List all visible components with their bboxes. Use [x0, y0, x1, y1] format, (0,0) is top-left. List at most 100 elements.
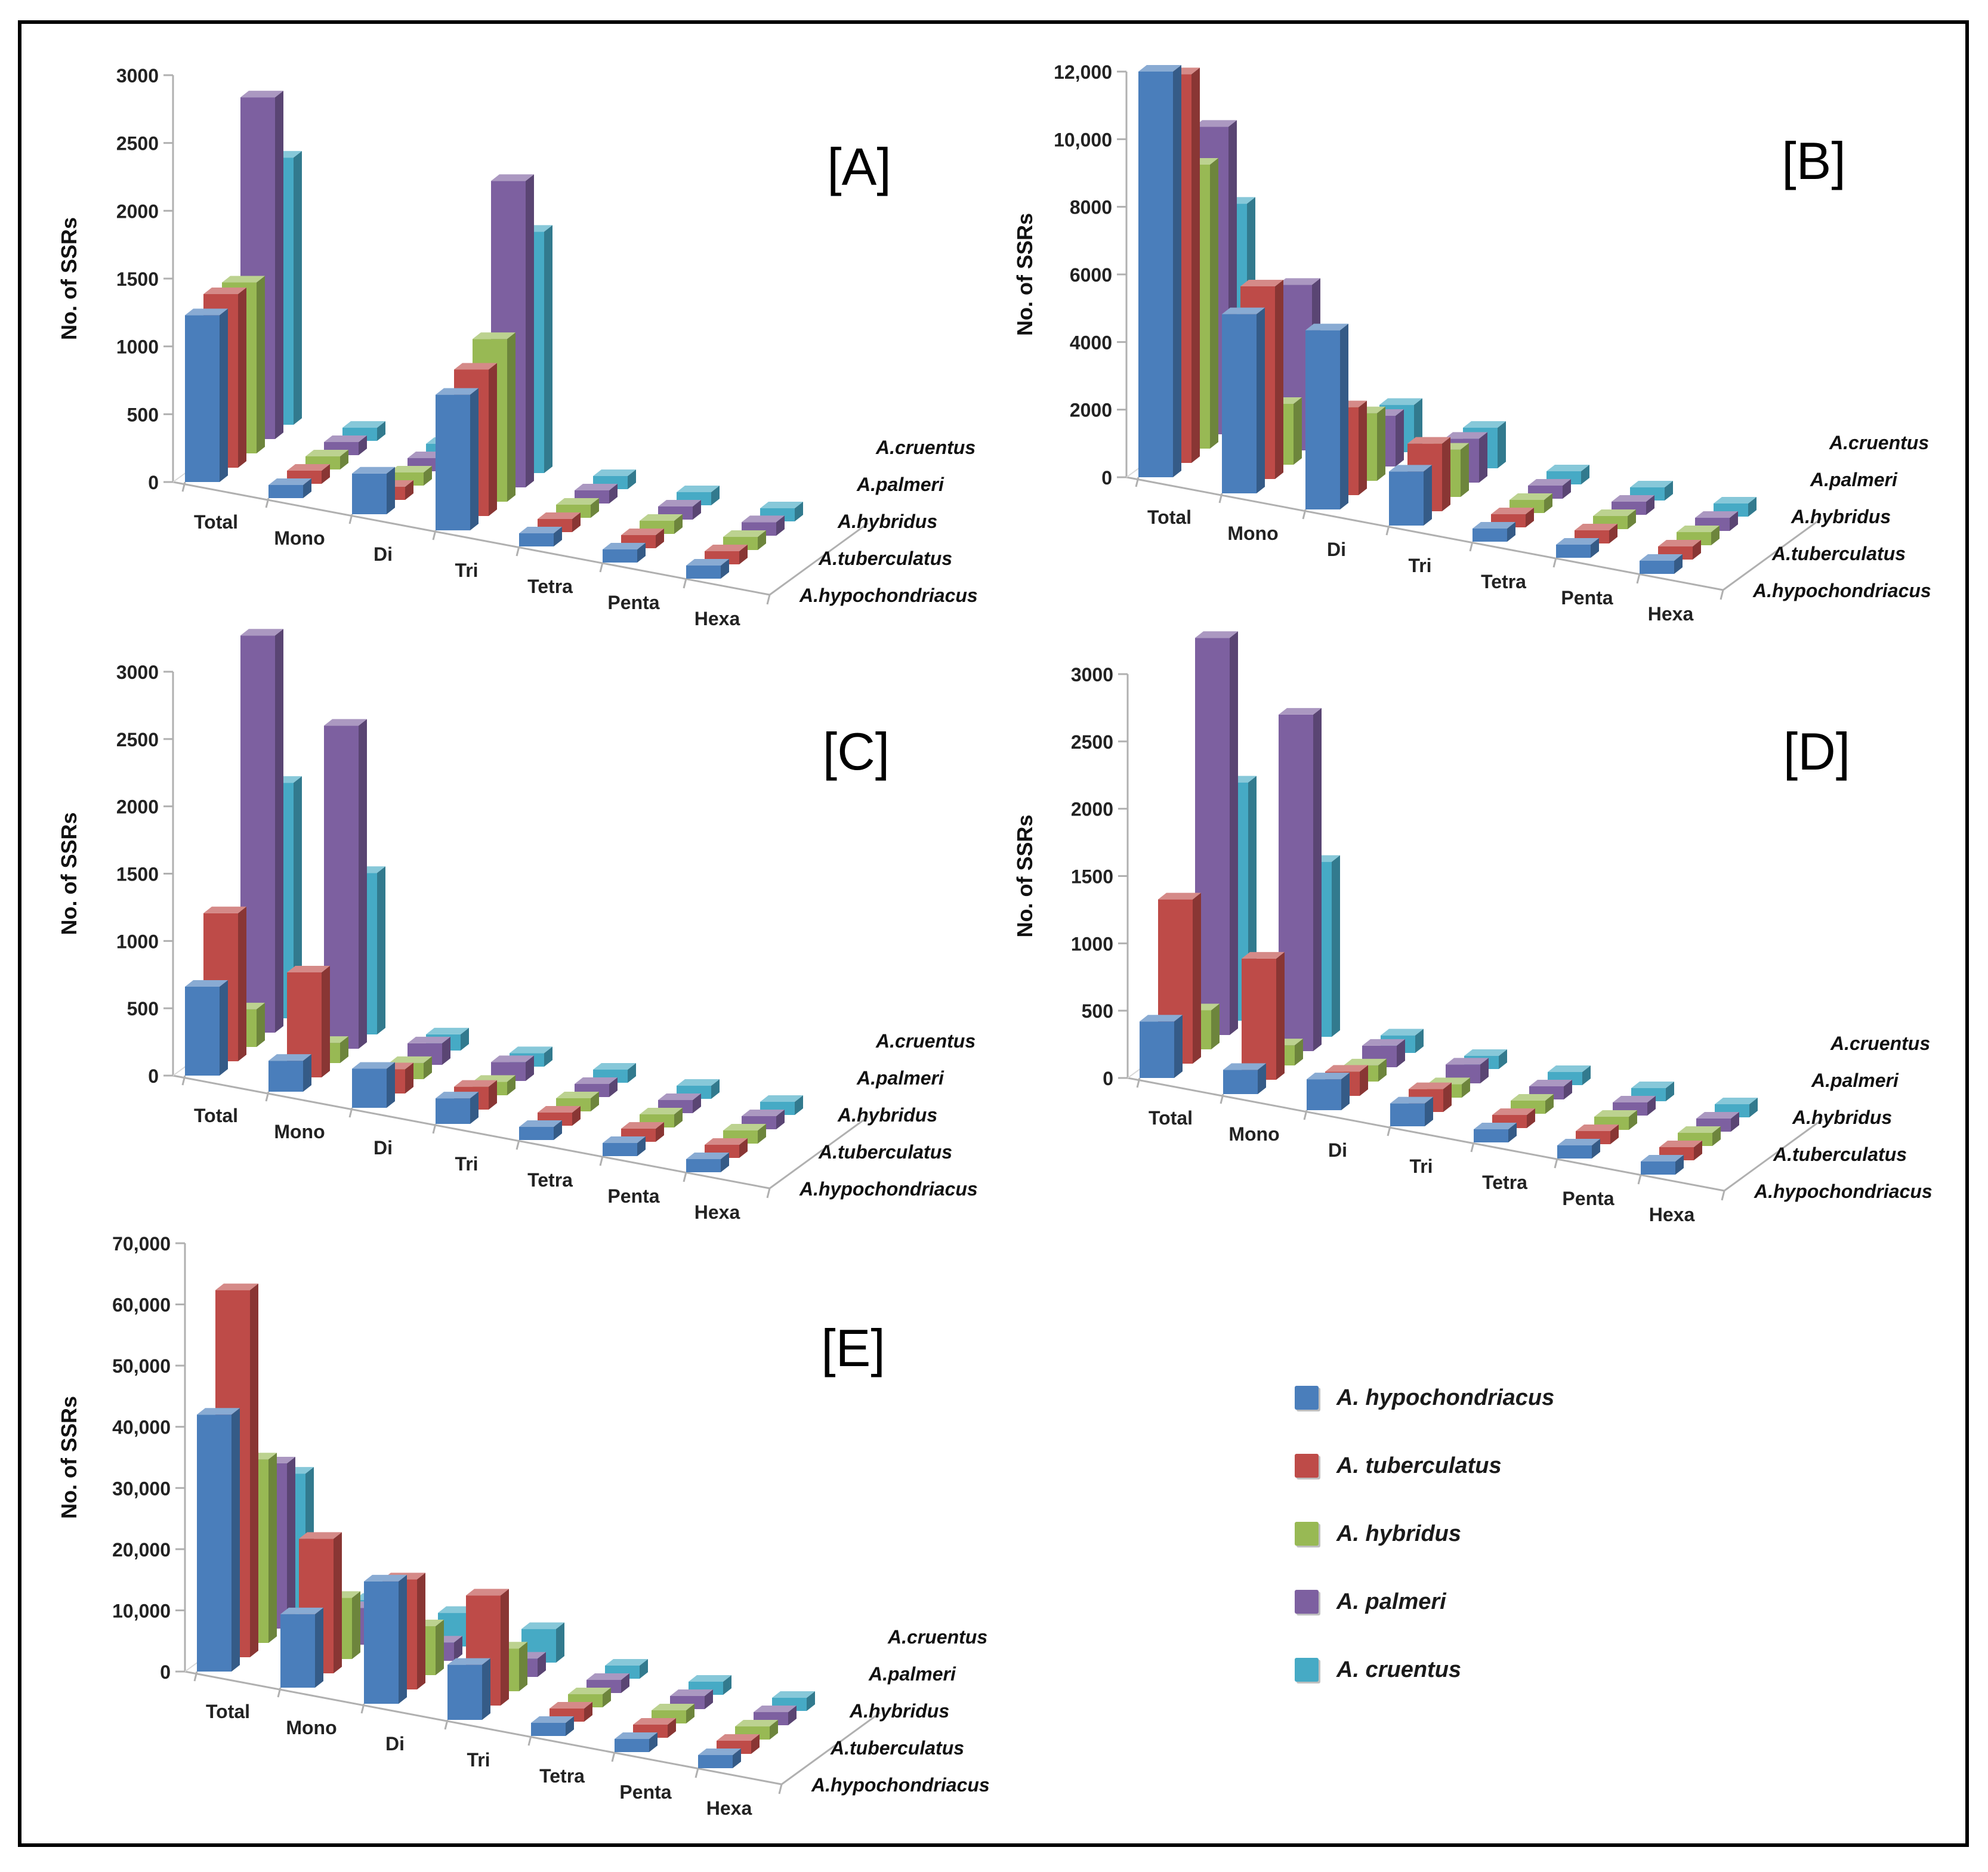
bar-top	[1194, 120, 1237, 127]
bar-side	[1415, 1028, 1424, 1053]
bar-top	[658, 500, 701, 506]
bar-top	[1223, 1063, 1266, 1070]
bar-top	[436, 388, 479, 395]
bar	[268, 478, 311, 498]
bar	[1195, 631, 1238, 1035]
bar-side	[538, 1652, 546, 1677]
bar-top	[389, 1056, 432, 1063]
depth-label: A.palmeri	[868, 1663, 956, 1685]
bar-top	[1528, 479, 1571, 486]
x-tick-label: Penta	[1561, 587, 1613, 608]
x-tick	[683, 578, 687, 589]
bar-top	[717, 1734, 760, 1741]
bar-side	[405, 1062, 413, 1093]
bar-top	[698, 1749, 741, 1755]
bar-front	[197, 1414, 231, 1672]
x-tick-label: Total	[206, 1701, 250, 1722]
bar-front	[268, 1061, 303, 1092]
bar-top	[1379, 398, 1422, 405]
depth-label: A.hybridus	[837, 1104, 937, 1126]
bar	[603, 1136, 646, 1156]
x-tick-label: Hexa	[706, 1797, 752, 1819]
y-tick-label: 0	[160, 1661, 171, 1683]
bar	[615, 1732, 657, 1752]
bar	[550, 1702, 592, 1722]
bar	[1389, 465, 1432, 526]
bar-side	[526, 174, 534, 487]
x-tick	[1220, 1093, 1224, 1104]
bar-front	[1307, 1079, 1341, 1110]
x-tick	[265, 498, 270, 508]
y-tick-label: 0	[148, 1065, 159, 1087]
x-tick	[360, 1703, 365, 1714]
bar-top	[1695, 511, 1738, 518]
legend-item: A. cruentus	[1295, 1656, 1554, 1683]
bar	[556, 1092, 599, 1111]
bar-front	[436, 394, 470, 530]
y-tick-label: 1500	[1071, 866, 1113, 888]
bar-side	[1294, 397, 1302, 465]
y-tick-label: 2500	[116, 729, 159, 750]
bar	[1138, 65, 1181, 477]
bar-front	[447, 1664, 482, 1720]
bar-side	[231, 1408, 240, 1672]
bar-top	[1240, 280, 1283, 286]
bar-side	[461, 1027, 469, 1051]
bar-side	[470, 388, 479, 530]
bar-top	[1277, 278, 1320, 285]
bar	[1641, 1155, 1684, 1175]
depth-label: A.hypochondriacus	[1754, 1181, 1933, 1202]
bar-side	[220, 308, 228, 482]
x-tick	[611, 1751, 616, 1762]
bar	[436, 388, 479, 530]
x-tick-label: Tetra	[1481, 571, 1526, 592]
bar-side	[1442, 437, 1450, 511]
bar	[698, 1749, 741, 1768]
depth-axis	[1724, 1118, 1823, 1192]
bar-top	[324, 435, 367, 442]
bar-top	[1557, 1139, 1600, 1145]
depth-label: A.hypochondriacus	[799, 585, 978, 606]
y-tick-label: 40,000	[112, 1417, 171, 1438]
bar-top	[556, 498, 599, 505]
bar-top	[1344, 1058, 1387, 1065]
x-tick	[348, 514, 353, 524]
legend-item: A. hybridus	[1295, 1520, 1554, 1547]
bar-top	[240, 91, 283, 98]
bar-top	[686, 559, 729, 566]
depth-label: A.cruentus	[875, 437, 976, 458]
x-axis	[1126, 476, 1724, 591]
bar-front	[436, 1098, 470, 1124]
bar-side	[1258, 1063, 1266, 1094]
bar-front	[531, 1723, 566, 1736]
x-tick	[527, 1735, 532, 1746]
depth-label: A.tuberculatus	[1773, 1144, 1907, 1165]
bar-side	[1313, 708, 1322, 1051]
bar-top	[1659, 1141, 1702, 1147]
bar-side	[238, 288, 246, 468]
x-tick-label: Mono	[274, 527, 325, 549]
bar-top	[603, 1136, 646, 1143]
bar-side	[501, 1589, 509, 1706]
legend-item: A. hypochondriacus	[1295, 1384, 1554, 1411]
bar-top	[1138, 65, 1181, 72]
bar-front	[324, 725, 359, 1049]
bar-side	[399, 1574, 407, 1704]
legend-swatch	[1295, 1522, 1319, 1546]
depth-axis	[781, 1712, 881, 1785]
depth-axis	[1722, 517, 1822, 591]
x-tick	[277, 1687, 282, 1698]
bar-top	[215, 1283, 258, 1290]
depth-label: A.hybridus	[1791, 506, 1891, 527]
bar-top	[586, 1673, 629, 1680]
bar-side	[238, 906, 246, 1061]
y-tick-label: 4000	[1070, 332, 1112, 353]
bar-side	[220, 980, 228, 1076]
x-tick	[181, 481, 186, 492]
bar-top	[1473, 522, 1515, 529]
x-tick	[694, 1768, 699, 1778]
bar-side	[556, 1622, 564, 1663]
bar	[603, 543, 646, 563]
bar-top	[519, 527, 562, 533]
x-tick-label: Penta	[607, 1185, 659, 1207]
